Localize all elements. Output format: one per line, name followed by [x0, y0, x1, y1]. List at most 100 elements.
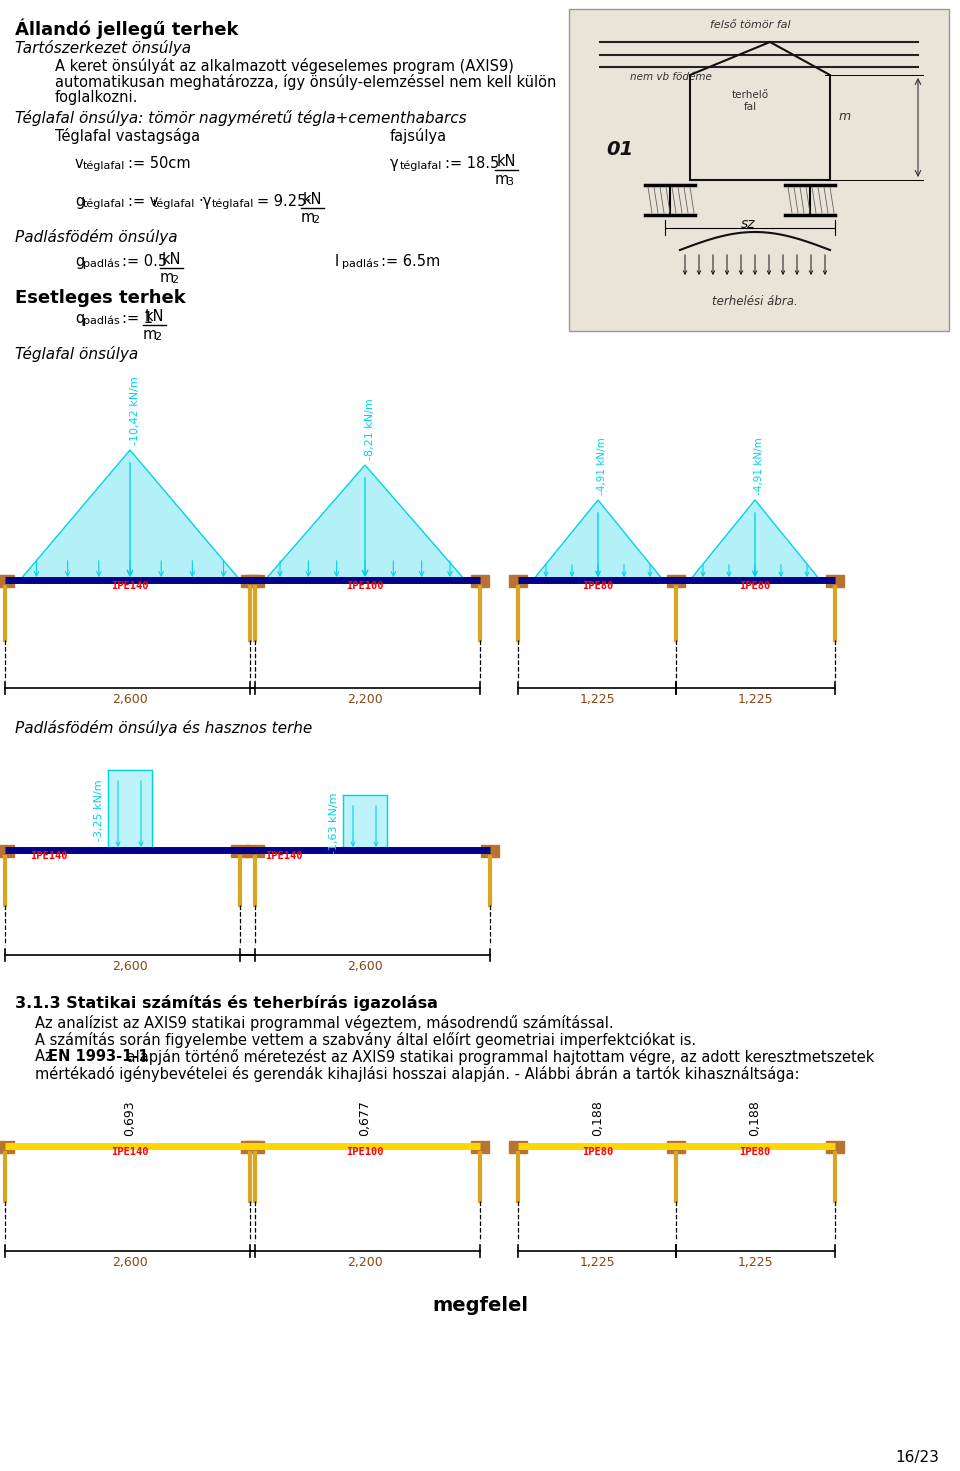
Text: 0,677: 0,677: [358, 1100, 372, 1136]
Text: felső tömör fal: felső tömör fal: [709, 21, 790, 29]
Text: -4,91 kN/m: -4,91 kN/m: [754, 437, 764, 496]
Text: IPE80: IPE80: [583, 581, 613, 591]
Text: téglafal: téglafal: [153, 199, 196, 209]
FancyBboxPatch shape: [241, 1141, 259, 1153]
Text: Az: Az: [35, 1049, 58, 1064]
Text: q: q: [75, 310, 84, 327]
FancyBboxPatch shape: [0, 1141, 14, 1153]
Text: m: m: [495, 172, 509, 187]
Text: nem vb födéme: nem vb födéme: [630, 72, 712, 82]
Text: Esetleges terhek: Esetleges terhek: [15, 288, 185, 307]
Text: = 9.25·: = 9.25·: [257, 194, 311, 209]
Text: kN: kN: [162, 252, 181, 268]
Polygon shape: [108, 769, 152, 850]
Text: v: v: [75, 156, 84, 171]
Text: -1,63 kN/m: -1,63 kN/m: [329, 793, 339, 853]
FancyBboxPatch shape: [471, 575, 489, 587]
Text: 3: 3: [506, 177, 513, 187]
Text: téglafal: téglafal: [400, 160, 443, 171]
Text: Téglafal vastagsága: Téglafal vastagsága: [55, 128, 200, 144]
Text: 1,225: 1,225: [579, 693, 614, 706]
Text: m: m: [160, 271, 175, 285]
Text: téglafal: téglafal: [212, 199, 254, 209]
Text: alapján történő méretezést az AXIS9 statikai programmal hajtottam végre, az adot: alapján történő méretezést az AXIS9 stat…: [122, 1049, 875, 1065]
Text: 2,600: 2,600: [112, 693, 148, 706]
Text: padlás: padlás: [83, 315, 120, 325]
Text: terhelési ábra.: terhelési ábra.: [712, 296, 798, 307]
Text: Állandó jellegű terhek: Állandó jellegű terhek: [15, 18, 238, 38]
Text: 01: 01: [607, 140, 634, 159]
Text: téglafal: téglafal: [83, 160, 126, 171]
Text: automatikusan meghatározza, így önsúly-elemzéssel nem kell külön: automatikusan meghatározza, így önsúly-e…: [55, 74, 557, 90]
Text: 0,188: 0,188: [749, 1100, 761, 1136]
Text: l: l: [335, 254, 339, 269]
Text: Téglafal önsúlya: tömör nagyméretű tégla+cementhabarcs: Téglafal önsúlya: tömör nagyméretű tégla…: [15, 110, 467, 127]
FancyBboxPatch shape: [569, 9, 949, 331]
FancyBboxPatch shape: [246, 575, 264, 587]
Text: IPE80: IPE80: [739, 581, 771, 591]
FancyBboxPatch shape: [826, 1141, 844, 1153]
FancyBboxPatch shape: [246, 1141, 264, 1153]
Text: := 0.5: := 0.5: [122, 254, 167, 269]
Text: IPE140: IPE140: [111, 1147, 149, 1158]
Text: padlás: padlás: [83, 257, 120, 269]
FancyBboxPatch shape: [509, 575, 527, 587]
Text: IPE100: IPE100: [347, 581, 384, 591]
Text: Padlásfödém önsúlya: Padlásfödém önsúlya: [15, 229, 178, 246]
Text: ·γ: ·γ: [198, 194, 211, 209]
Text: := 18.5: := 18.5: [445, 156, 499, 171]
FancyBboxPatch shape: [481, 844, 499, 858]
FancyBboxPatch shape: [246, 844, 264, 858]
Text: m: m: [143, 327, 157, 341]
Text: 1,225: 1,225: [737, 693, 773, 706]
Text: kN: kN: [303, 193, 323, 207]
FancyBboxPatch shape: [471, 1141, 489, 1153]
Text: Padlásfödém önsúlya és hasznos terhe: Padlásfödém önsúlya és hasznos terhe: [15, 719, 312, 736]
Text: 2,600: 2,600: [112, 1256, 148, 1269]
Text: 2,600: 2,600: [348, 961, 383, 972]
Text: A keret önsúlyát az alkalmazott végeselemes program (AXIS9): A keret önsúlyát az alkalmazott végesele…: [55, 57, 514, 74]
Text: 2,600: 2,600: [112, 961, 148, 972]
Text: terhelő
fal: terhelő fal: [732, 90, 769, 112]
Text: m: m: [301, 210, 315, 225]
Text: sz: sz: [741, 218, 756, 231]
Text: IPE80: IPE80: [739, 1147, 771, 1158]
Text: g: g: [75, 254, 84, 269]
Text: IPE140: IPE140: [111, 581, 149, 591]
FancyBboxPatch shape: [231, 844, 249, 858]
Text: := 50cm: := 50cm: [128, 156, 191, 171]
Polygon shape: [20, 450, 240, 580]
Text: 2: 2: [312, 215, 319, 225]
FancyBboxPatch shape: [241, 575, 259, 587]
Text: 1,225: 1,225: [737, 1256, 773, 1269]
Polygon shape: [533, 500, 663, 580]
Text: g: g: [75, 194, 84, 209]
Text: 2,200: 2,200: [348, 693, 383, 706]
Text: kN: kN: [497, 154, 516, 169]
Text: 2,200: 2,200: [348, 1256, 383, 1269]
Text: -3,25 kN/m: -3,25 kN/m: [94, 780, 104, 841]
Text: -10,42 kN/m: -10,42 kN/m: [130, 377, 140, 446]
FancyBboxPatch shape: [667, 1141, 685, 1153]
Text: IPE80: IPE80: [583, 1147, 613, 1158]
FancyBboxPatch shape: [826, 575, 844, 587]
Text: EN 1993-1-1: EN 1993-1-1: [48, 1049, 149, 1064]
Text: foglalkozni.: foglalkozni.: [55, 90, 138, 104]
Text: := 1: := 1: [122, 310, 153, 327]
Text: Tartószerkezet önsúlya: Tartószerkezet önsúlya: [15, 40, 191, 56]
Text: 0,693: 0,693: [124, 1100, 136, 1136]
Text: 16/23: 16/23: [895, 1450, 939, 1465]
Text: γ: γ: [390, 156, 398, 171]
Text: IPE140: IPE140: [265, 852, 302, 861]
Text: kN: kN: [145, 309, 164, 324]
Text: IPE100: IPE100: [347, 1147, 384, 1158]
Text: m: m: [839, 110, 852, 124]
Text: 3.1.3 Statikai számítás és teherbírás igazolása: 3.1.3 Statikai számítás és teherbírás ig…: [15, 994, 438, 1011]
Text: 1,225: 1,225: [579, 1256, 614, 1269]
Polygon shape: [690, 500, 820, 580]
FancyBboxPatch shape: [509, 1141, 527, 1153]
Text: -4,91 kN/m: -4,91 kN/m: [597, 437, 607, 496]
Text: := v: := v: [128, 194, 158, 209]
Text: 2: 2: [171, 275, 179, 285]
Text: -8,21 kN/m: -8,21 kN/m: [365, 399, 375, 460]
